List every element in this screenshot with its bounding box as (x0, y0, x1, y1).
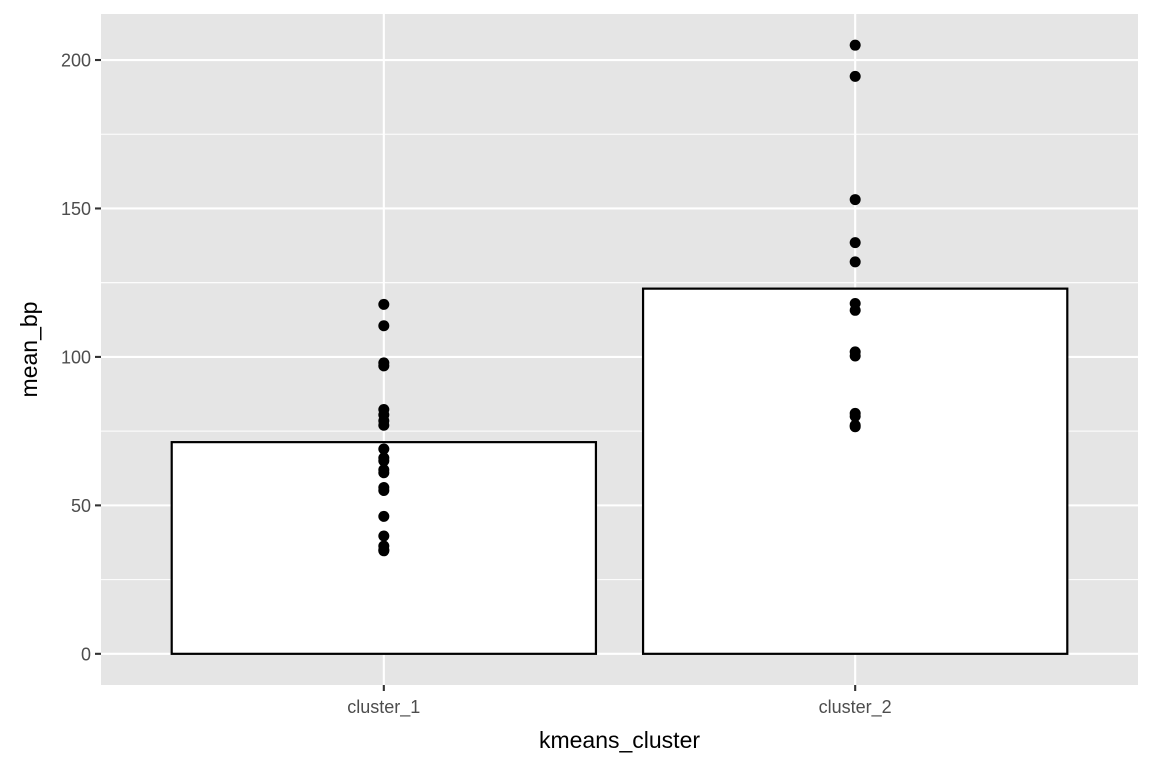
y-tick-label: 150 (61, 199, 91, 219)
point-cluster_1 (378, 455, 390, 467)
point-cluster_1 (378, 530, 390, 542)
data-points (378, 39, 861, 557)
point-cluster_1 (378, 320, 390, 332)
point-cluster_1 (378, 485, 390, 497)
y-tick-label: 50 (71, 496, 91, 516)
point-cluster_2 (849, 410, 861, 422)
point-cluster_1 (378, 545, 390, 557)
y-tick-label: 100 (61, 347, 91, 367)
bar-cluster_2 (641, 287, 1069, 655)
point-cluster_2 (849, 421, 861, 433)
y-tick-label: 200 (61, 51, 91, 71)
point-cluster_1 (378, 467, 390, 479)
x-tick-label: cluster_2 (819, 697, 892, 718)
point-cluster_2 (849, 350, 861, 362)
point-cluster_2 (849, 39, 861, 51)
y-tick-label: 0 (81, 644, 91, 664)
point-cluster_1 (378, 443, 390, 455)
point-cluster_2 (849, 237, 861, 249)
point-cluster_1 (378, 510, 390, 522)
x-axis-title: kmeans_cluster (539, 727, 700, 753)
point-cluster_1 (378, 419, 390, 431)
point-cluster_1 (378, 360, 390, 372)
point-cluster_2 (849, 304, 861, 316)
point-cluster_2 (849, 256, 861, 268)
x-tick-label: cluster_1 (347, 697, 420, 718)
point-cluster_1 (378, 298, 390, 310)
x-axis: cluster_1 cluster_2 (347, 685, 892, 718)
point-cluster_2 (849, 194, 861, 206)
y-axis: 0 50 100 150 200 (61, 51, 101, 664)
y-axis-title: mean_bp (16, 302, 42, 398)
point-cluster_2 (849, 70, 861, 82)
